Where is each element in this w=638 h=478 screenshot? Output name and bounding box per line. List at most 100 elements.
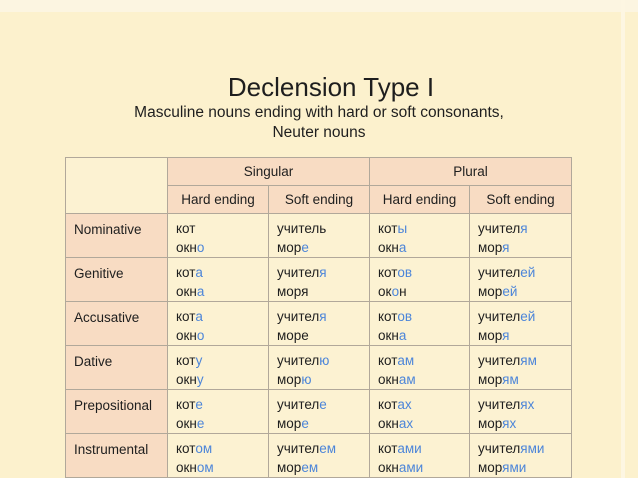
stem-segment: учител [277,441,320,456]
table-cell: учителю морю [268,345,370,390]
noun-word: морями [478,458,563,477]
ending-segment: о [391,284,400,299]
noun-word: учителей [478,263,563,282]
ending-segment: ами [397,441,422,456]
noun-word: учителями [478,439,563,458]
stem-segment: кот [176,265,196,280]
ending-segment: е [301,240,309,255]
stem-segment: учител [478,221,521,236]
table-cell: учителей морей [469,257,572,302]
stem-segment: мор [478,372,503,387]
stem-segment: учител [277,397,320,412]
ending-segment: ях [502,416,517,431]
ending-segment: е [195,397,203,412]
noun-word: кота [176,307,260,326]
stem-segment: кот [378,397,398,412]
table-cell: учитель море [268,213,370,258]
stem-segment: учител [478,397,521,412]
ending-segment: е [301,416,309,431]
slide-title: Declension Type I [227,72,435,102]
subheader-plural-soft: Soft ending [469,185,572,214]
ending-segment: ей [520,265,536,280]
ending-segment: а [398,328,407,343]
ending-segment: у [195,353,203,368]
ending-segment: ов [397,309,412,324]
stem-segment: моря [277,284,309,299]
stem-segment: окн [378,240,399,255]
stem-segment: учител [478,441,521,456]
noun-word: котов [378,307,461,326]
stem-segment: ок [378,284,392,299]
subtitle-line-2: Neuter nouns [272,124,366,141]
ending-segment: я [502,240,510,255]
stem-segment: мор [277,372,302,387]
table-cell: учителями морями [469,433,572,478]
stem-segment: море [277,328,309,343]
table-cell: котом окном [167,433,269,478]
stem-segment: кот [176,221,196,236]
table-cell: кота окна [167,257,269,302]
ending-segment: ях [520,397,535,412]
table-cell: котов окон [369,257,470,302]
ending-segment: ам [397,353,415,368]
stem-segment: мор [277,240,302,255]
row-label: Dative [65,345,168,390]
stem-segment: учител [478,309,521,324]
stem-segment: окн [176,240,197,255]
stem-segment: окн [176,328,197,343]
ending-segment: я [502,328,510,343]
table-cell: котов окна [369,301,470,346]
table-cell: котами окнами [369,433,470,478]
stem-segment: окн [176,460,197,475]
table-cell: учителя моря [469,213,572,258]
ending-segment: ю [301,372,312,387]
column-group-singular: Singular [167,157,370,186]
noun-word: учитель [277,219,361,238]
table-row: Dative коту окну учителю морю котам окнам учите… [65,345,572,390]
ending-segment: е [196,416,205,431]
noun-word: морей [478,282,563,301]
ending-segment: а [196,284,205,299]
noun-word: окно [176,238,260,257]
noun-word: окнах [378,414,461,433]
stem-segment: учитель [277,221,327,236]
table-cell: учителя моря [268,257,370,302]
noun-word: морю [277,370,361,389]
stem-segment: мор [277,416,302,431]
noun-word: коту [176,351,260,370]
ending-segment: ям [502,372,519,387]
ending-segment: ем [301,460,319,475]
row-label: Genitive [65,257,168,302]
stem-segment: н [399,284,407,299]
noun-word: учителей [478,307,563,326]
ending-segment: ю [319,353,330,368]
table-cell: учителей моря [469,301,572,346]
table-cell: котам окнам [369,345,470,390]
ending-segment: ов [397,265,412,280]
noun-word: окном [176,458,260,477]
stem-segment: мор [478,240,503,255]
stem-segment: окн [176,372,197,387]
noun-word: море [277,238,361,257]
stem-segment: кот [176,441,196,456]
ending-segment: у [196,372,204,387]
noun-word: морем [277,458,361,477]
noun-word: моря [277,282,361,301]
table-cell: кот окно [167,213,269,258]
table-row: Accusative кота окно учителя море котов окна уч… [65,301,572,346]
subtitle-line-1: Masculine nouns ending with hard or soft… [134,104,504,121]
ending-segment: ом [196,460,214,475]
stem-segment: мор [478,284,503,299]
stem-segment: кот [378,221,398,236]
row-label: Nominative [65,213,168,258]
table-cell: коты окна [369,213,470,258]
stem-segment: мор [478,328,503,343]
ending-segment: ем [319,441,337,456]
ending-segment: ам [398,372,416,387]
table-cell: учителя море [268,301,370,346]
slide-right-margin-line [621,0,625,478]
subheader-plural-hard: Hard ending [369,185,470,214]
noun-word: окна [176,282,260,301]
noun-word: коте [176,395,260,414]
